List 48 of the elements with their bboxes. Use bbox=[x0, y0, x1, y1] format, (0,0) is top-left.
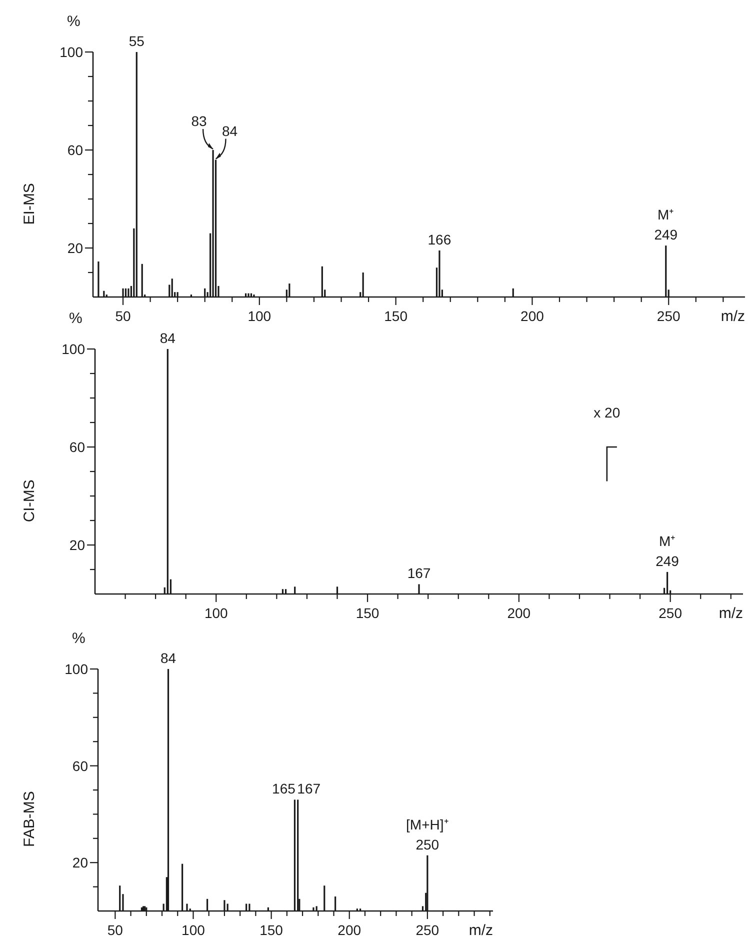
annotation: x 20 bbox=[594, 404, 620, 421]
text: % bbox=[67, 13, 80, 30]
annotation: 249 bbox=[656, 552, 680, 569]
x-tick-label: 50 bbox=[115, 308, 132, 324]
annotation: 84 bbox=[160, 650, 176, 666]
annotation: 165 bbox=[272, 780, 296, 797]
x-tick-label: 200 bbox=[520, 308, 544, 324]
annotation: [M+H]⁺ bbox=[406, 816, 449, 832]
x-tick-label: 250 bbox=[658, 605, 682, 621]
annotation: 167 bbox=[407, 565, 431, 582]
annotation: 250 bbox=[416, 836, 440, 852]
annotation: 84 bbox=[222, 122, 238, 139]
y-tick-label: 20 bbox=[72, 854, 88, 871]
y-tick-label: 100 bbox=[60, 44, 84, 60]
annotation: 249 bbox=[654, 226, 678, 243]
y-tick-label: 100 bbox=[62, 341, 86, 357]
y-tick-label: 60 bbox=[67, 142, 84, 158]
text: % bbox=[69, 310, 82, 327]
x-tick-label: 100 bbox=[182, 922, 206, 938]
y-tick-label: 60 bbox=[72, 758, 88, 774]
annotation: 84 bbox=[160, 330, 176, 346]
x-axis-title: m/z bbox=[718, 605, 743, 622]
x-tick-label: 250 bbox=[416, 922, 440, 938]
x-tick-label: 200 bbox=[507, 605, 531, 621]
y-tick-label: 60 bbox=[69, 439, 86, 455]
x-tick-label: 150 bbox=[260, 922, 284, 938]
x-tick-label: 100 bbox=[204, 605, 228, 621]
annotation: 55 bbox=[128, 33, 145, 49]
x-tick-label: 200 bbox=[338, 922, 362, 938]
y-tick-label: 100 bbox=[64, 661, 88, 677]
y-tick-label: 20 bbox=[69, 537, 86, 553]
x-tick-label: 150 bbox=[384, 308, 408, 324]
y-axis-title: CI-MS bbox=[21, 480, 38, 522]
x-tick-label: 50 bbox=[107, 922, 124, 938]
x-tick-label: 250 bbox=[656, 308, 681, 324]
annotation: 83 bbox=[191, 113, 208, 129]
x-tick-label: 150 bbox=[356, 605, 380, 621]
y-axis-title: EI-MS bbox=[21, 183, 38, 225]
annotation: M⁺ bbox=[658, 206, 674, 223]
y-tick-label: 20 bbox=[67, 240, 84, 256]
annotation: 167 bbox=[297, 780, 321, 797]
x-axis-title: m/z bbox=[468, 922, 493, 939]
x-tick-label: 100 bbox=[248, 308, 272, 324]
text: % bbox=[72, 630, 86, 647]
annotation: 166 bbox=[428, 231, 452, 248]
y-axis-title: FAB-MS bbox=[21, 791, 38, 847]
annotation: M⁺ bbox=[658, 532, 676, 549]
x-axis-title: m/z bbox=[720, 308, 745, 325]
